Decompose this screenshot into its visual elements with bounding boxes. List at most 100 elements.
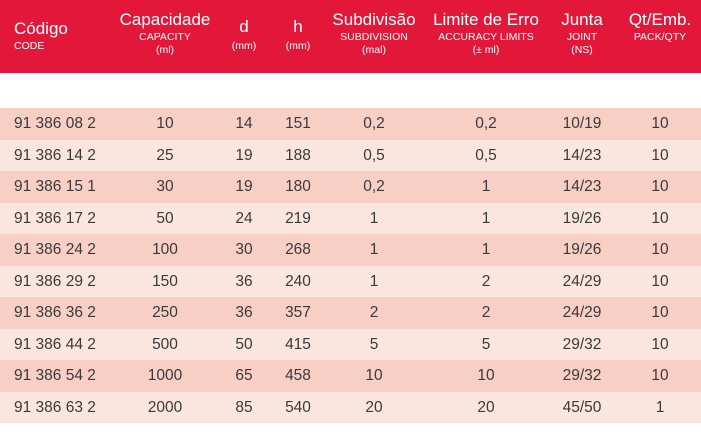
table-row: 91 386 63 2 2000 85 540 20 20 45/50 1 (0, 391, 701, 423)
cell-d: 50 (235, 335, 253, 353)
header-capacity-subtitle: CAPACITY (139, 31, 191, 43)
cell-h: 540 (285, 398, 311, 416)
header-pack: Qt/Emb. PACK/QTY (622, 0, 698, 73)
header-h-title: h (293, 17, 303, 36)
cell-subdivision: 5 (369, 335, 379, 353)
cell-subdivision: 20 (365, 398, 383, 416)
cell-code: 91 386 36 2 (14, 304, 96, 321)
cell-accuracy: 5 (481, 335, 491, 353)
header-subdivision-title: Subdivisão (332, 10, 416, 29)
cell-accuracy: 2 (481, 272, 491, 290)
cell-d: 14 (235, 115, 253, 132)
cell-subdivision: 1 (369, 272, 379, 290)
header-d-unit: (mm) (231, 40, 257, 52)
header-accuracy: Limite de Erro ACCURACY LIMITS (± ml) (426, 0, 546, 73)
header-d-title: d (239, 17, 249, 36)
table-row: 91 386 24 2 100 30 268 1 1 19/26 10 (0, 234, 701, 266)
cell-d: 19 (235, 146, 253, 164)
cell-capacity: 150 (152, 272, 178, 290)
cell-h: 180 (285, 178, 311, 195)
cell-d: 65 (235, 367, 253, 384)
header-h-unit: (mm) (285, 40, 311, 52)
cell-joint: 24/29 (562, 272, 602, 290)
cell-subdivision: 10 (365, 367, 383, 384)
cell-code: 91 386 24 2 (14, 241, 96, 258)
cell-h: 188 (285, 146, 311, 164)
header-code-subtitle: CODE (14, 40, 45, 52)
table-row: 91 386 14 2 25 19 188 0,5 0,5 14/23 10 (0, 139, 701, 171)
header-code-title: Código (14, 19, 68, 38)
table-row: 91 386 29 2 150 36 240 1 2 24/29 10 (0, 265, 701, 297)
cell-subdivision: 1 (369, 209, 379, 227)
table-row: 91 386 08 2 10 14 151 0,2 0,2 10/19 10 (0, 108, 701, 140)
cell-h: 151 (285, 115, 311, 132)
header-joint-subtitle: JOINT (566, 31, 598, 43)
cell-capacity: 10 (156, 115, 174, 132)
cell-code: 91 386 08 2 (14, 115, 96, 132)
cell-h: 268 (285, 241, 311, 258)
cell-d: 24 (235, 209, 253, 227)
header-d: d (mm) (224, 0, 264, 73)
cell-d: 85 (235, 398, 253, 416)
table-row: 91 386 44 2 500 50 415 5 5 29/32 10 (0, 328, 701, 360)
cell-subdivision: 2 (369, 304, 379, 321)
cell-joint: 19/26 (562, 241, 602, 258)
table-header: Código CODE Capacidade CAPACITY (ml) d (… (0, 0, 701, 73)
cell-code: 91 386 44 2 (14, 335, 96, 353)
table-row: 91 386 17 2 50 24 219 1 1 19/26 10 (0, 202, 701, 234)
header-accuracy-subtitle: ACCURACY LIMITS (438, 31, 534, 43)
header-capacity: Capacidade CAPACITY (ml) (110, 0, 220, 73)
cell-h: 240 (285, 272, 311, 290)
cell-joint: 24/29 (562, 304, 602, 321)
cell-accuracy: 1 (481, 209, 491, 227)
header-capacity-unit: (ml) (155, 44, 175, 56)
cell-accuracy: 0,5 (475, 146, 497, 164)
header-accuracy-unit: (± ml) (472, 44, 500, 56)
header-pack-title: Qt/Emb. (628, 10, 692, 29)
cell-d: 36 (235, 304, 253, 321)
cell-capacity: 1000 (147, 367, 183, 384)
cell-pack: 10 (651, 367, 669, 384)
cell-subdivision: 0,2 (363, 178, 385, 195)
header-joint-title: Junta (561, 10, 603, 29)
table-row: 91 386 15 1 30 19 180 0,2 1 14/23 10 (0, 171, 701, 203)
cell-capacity: 250 (152, 304, 178, 321)
cell-code: 91 386 54 2 (14, 367, 96, 384)
cell-joint: 14/23 (562, 146, 602, 164)
cell-pack: 1 (655, 398, 665, 416)
cell-joint: 29/32 (562, 367, 602, 384)
cell-accuracy: 0,2 (475, 115, 497, 132)
cell-h: 458 (285, 367, 311, 384)
cell-code: 91 386 17 2 (14, 209, 96, 227)
cell-capacity: 2000 (147, 398, 183, 416)
cell-pack: 10 (651, 115, 669, 132)
cell-joint: 29/32 (562, 335, 602, 353)
header-h: h (mm) (278, 0, 318, 73)
cell-pack: 10 (651, 335, 669, 353)
cell-pack: 10 (651, 209, 669, 227)
cell-subdivision: 1 (369, 241, 379, 258)
header-code: Código CODE (14, 0, 114, 73)
cell-code: 91 386 29 2 (14, 272, 96, 290)
cell-d: 36 (235, 272, 253, 290)
cell-pack: 10 (651, 272, 669, 290)
cell-pack: 10 (651, 304, 669, 321)
header-joint-unit: (NS) (571, 44, 593, 56)
cell-h: 415 (285, 335, 311, 353)
cell-capacity: 30 (156, 178, 174, 195)
cell-accuracy: 10 (477, 367, 495, 384)
table-body: 91 386 08 2 10 14 151 0,2 0,2 10/19 10 9… (0, 108, 701, 423)
cell-capacity: 500 (152, 335, 178, 353)
table-row: 91 386 36 2 250 36 357 2 2 24/29 10 (0, 297, 701, 329)
cell-joint: 10/19 (562, 115, 602, 132)
header-subdivision-subtitle: SUBDIVISION (340, 31, 408, 43)
cell-accuracy: 20 (477, 398, 495, 416)
header-subdivision: Subdivisão SUBDIVISION (mal) (322, 0, 426, 73)
header-capacity-title: Capacidade (119, 10, 211, 29)
header-pack-subtitle: PACK/QTY (633, 31, 687, 43)
cell-capacity: 50 (156, 209, 174, 227)
cell-joint: 14/23 (562, 178, 602, 195)
header-accuracy-title: Limite de Erro (433, 10, 539, 29)
cell-code: 91 386 15 1 (14, 178, 96, 195)
cell-capacity: 100 (152, 241, 178, 258)
